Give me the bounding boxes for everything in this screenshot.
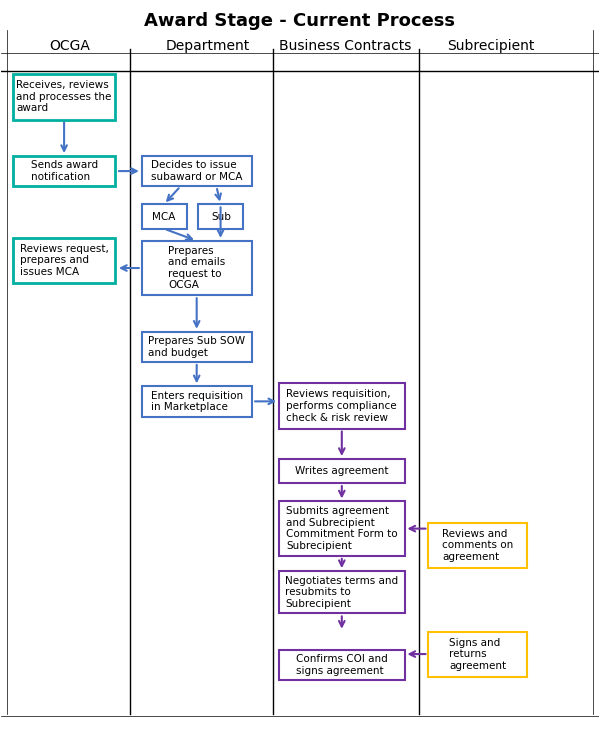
Text: Sends award
notification: Sends award notification bbox=[31, 161, 98, 182]
Text: Signs and
returns
agreement: Signs and returns agreement bbox=[449, 638, 506, 671]
Text: MCA: MCA bbox=[152, 212, 176, 221]
FancyBboxPatch shape bbox=[142, 241, 252, 296]
FancyBboxPatch shape bbox=[13, 74, 115, 120]
FancyBboxPatch shape bbox=[142, 156, 252, 186]
FancyBboxPatch shape bbox=[279, 459, 404, 483]
Text: Receives, reviews
and processes the
award: Receives, reviews and processes the awar… bbox=[16, 80, 112, 113]
Text: Writes agreement: Writes agreement bbox=[295, 466, 389, 476]
FancyBboxPatch shape bbox=[142, 204, 187, 228]
Text: Confirms COI and
signs agreement: Confirms COI and signs agreement bbox=[296, 654, 388, 676]
FancyBboxPatch shape bbox=[279, 650, 404, 680]
FancyBboxPatch shape bbox=[428, 523, 527, 568]
FancyBboxPatch shape bbox=[279, 383, 404, 429]
FancyBboxPatch shape bbox=[428, 631, 527, 677]
FancyBboxPatch shape bbox=[142, 331, 252, 362]
Text: Subrecipient: Subrecipient bbox=[448, 39, 535, 53]
Text: Submits agreement
and Subrecipient
Commitment Form to
Subrecipient: Submits agreement and Subrecipient Commi… bbox=[286, 506, 398, 551]
FancyBboxPatch shape bbox=[279, 502, 404, 556]
Text: OCGA: OCGA bbox=[50, 39, 91, 53]
Text: Award Stage - Current Process: Award Stage - Current Process bbox=[145, 12, 455, 31]
FancyBboxPatch shape bbox=[13, 156, 115, 186]
Text: Prepares Sub SOW
and budget: Prepares Sub SOW and budget bbox=[148, 336, 245, 358]
Text: Negotiates terms and
resubmits to
Subrecipient: Negotiates terms and resubmits to Subrec… bbox=[285, 576, 398, 609]
FancyBboxPatch shape bbox=[13, 238, 115, 283]
Text: Department: Department bbox=[166, 39, 250, 53]
Text: Enters requisition
in Marketplace: Enters requisition in Marketplace bbox=[151, 391, 243, 412]
Text: Decides to issue
subaward or MCA: Decides to issue subaward or MCA bbox=[151, 161, 243, 182]
Text: Prepares
and emails
request to
OCGA: Prepares and emails request to OCGA bbox=[169, 245, 226, 291]
Text: Sub: Sub bbox=[211, 212, 231, 221]
FancyBboxPatch shape bbox=[279, 571, 404, 613]
Text: Reviews and
comments on
agreement: Reviews and comments on agreement bbox=[442, 529, 513, 562]
Text: Reviews request,
prepares and
issues MCA: Reviews request, prepares and issues MCA bbox=[20, 244, 109, 277]
FancyBboxPatch shape bbox=[142, 386, 252, 417]
Text: Reviews requisition,
performs compliance
check & risk review: Reviews requisition, performs compliance… bbox=[286, 389, 397, 423]
FancyBboxPatch shape bbox=[199, 204, 243, 228]
Text: Business Contracts: Business Contracts bbox=[278, 39, 411, 53]
